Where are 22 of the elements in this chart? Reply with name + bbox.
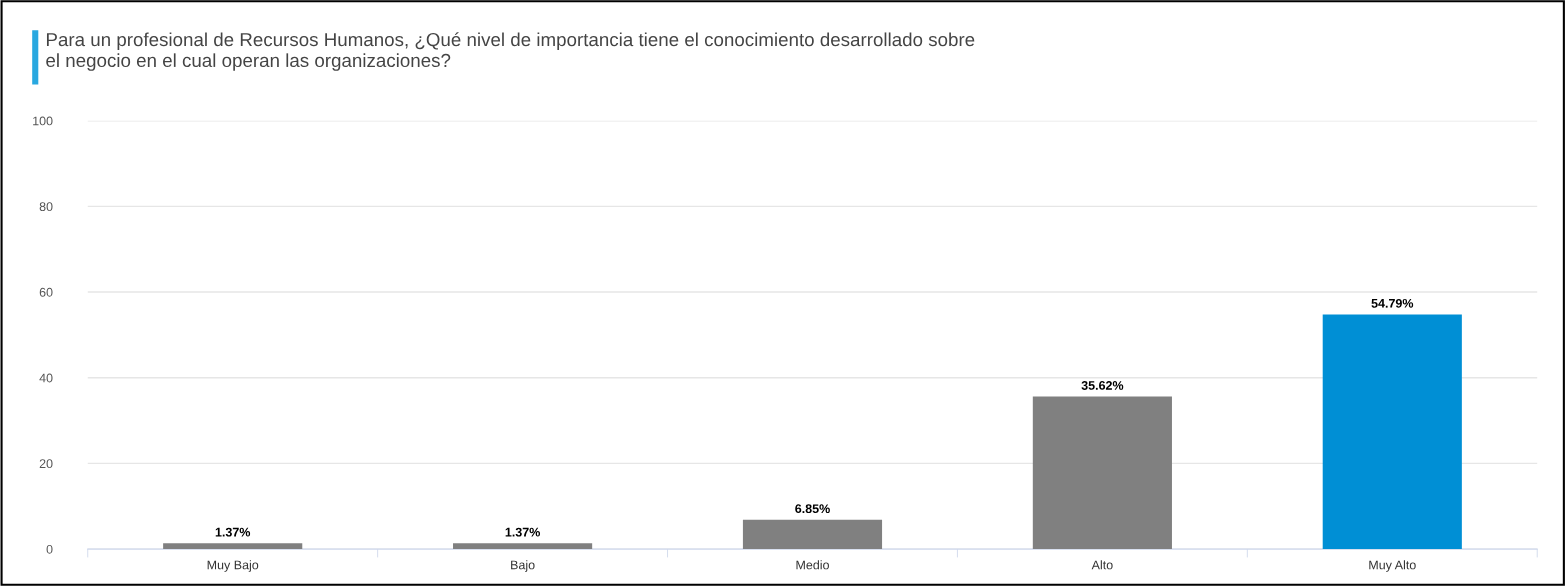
y-tick-label: 100 [33,116,53,126]
data-label: 1.37% [215,527,251,537]
data-label: 54.79% [1371,298,1414,308]
bar [1322,314,1462,550]
chart-title: Para un profesional de Recursos Humanos, ¿Qué nivel de importancia tiene el conocimiento desarrollado sobre el negocio en el cual operan las organizaciones? [46,32,975,71]
data-label: 35.62% [1081,381,1124,390]
x-tick-label: Muy Bajo [207,560,259,572]
bar [742,519,883,550]
bar [453,543,593,550]
y-tick-label: 40 [39,373,53,383]
x-tick-label: Medio [796,560,829,570]
y-tick-label: 20 [39,459,53,469]
data-label: 6.85% [795,504,830,514]
x-tick-label: Bajo [511,560,535,572]
y-tick-label: 0 [46,544,53,554]
data-label: 1.37% [505,527,540,537]
bar [163,543,303,550]
x-tick-label: Muy Alto [1369,560,1416,572]
y-tick-label: 60 [39,287,53,297]
y-tick-label: 80 [39,202,53,212]
bar [1032,396,1172,550]
x-tick-label: Alto [1091,560,1113,570]
